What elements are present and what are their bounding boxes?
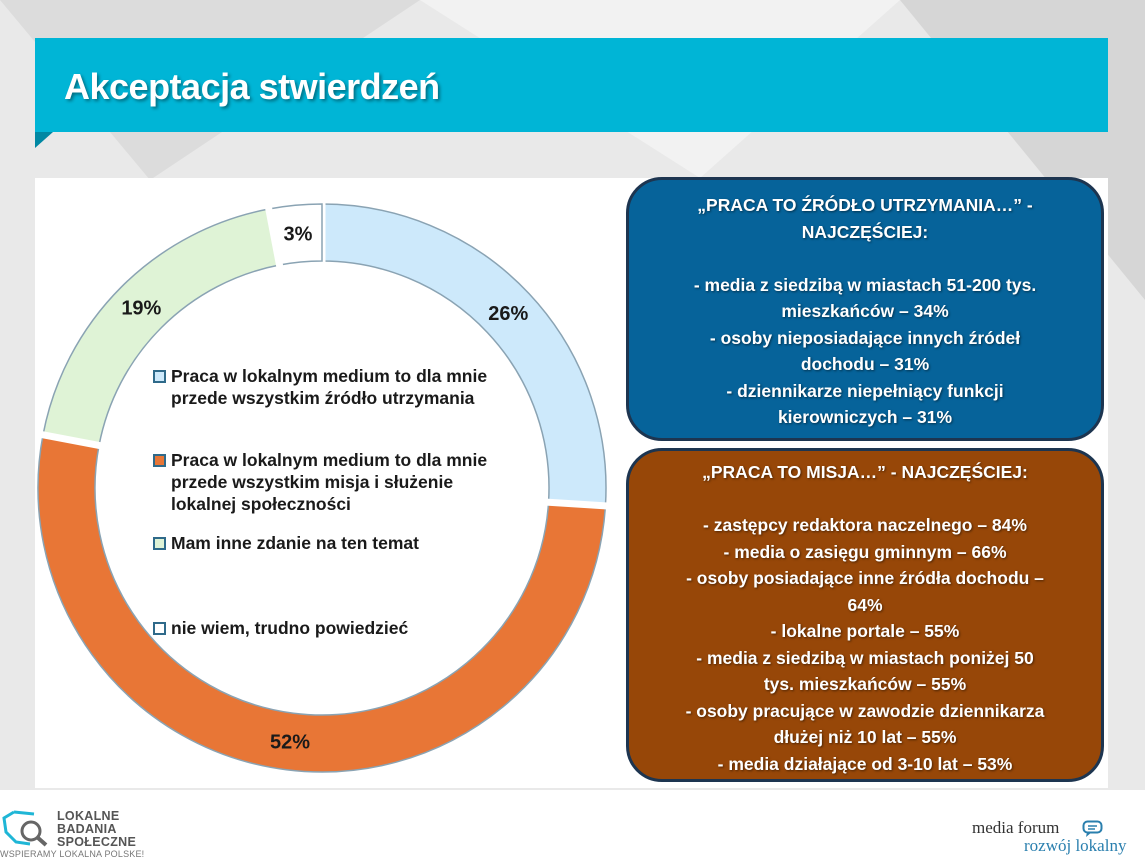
legend-label: nie wiem, trudno powiedzieć <box>171 618 409 638</box>
data-label: 26% <box>488 303 528 325</box>
slice-gap <box>264 202 284 270</box>
legend-swatch <box>153 370 166 383</box>
box-line: - lokalne portale – 55% <box>770 621 960 641</box>
box-line: - media o zasięgu gminnym – 66% <box>723 541 1007 562</box>
slice-dont-know <box>267 203 323 266</box>
legend-item-source-of-income: Praca w lokalnym medium to dla mnie prze… <box>153 365 501 409</box>
legend-label: Praca w lokalnym medium to dla mnie prze… <box>171 450 488 514</box>
data-label: 3% <box>284 224 313 246</box>
legend-item-dont-know: nie wiem, trudno powiedzieć <box>153 617 501 639</box>
lbs-logo-line: BADANIA <box>57 822 117 836</box>
box-line: - media z siedzibą w miastach 51-200 tys… <box>693 274 1037 295</box>
box-line: - media z siedzibą w miastach poniżej 50 <box>696 647 1034 668</box>
legend-swatch <box>153 537 166 550</box>
legend-item-other-opinion: Mam inne zdanie na ten temat <box>153 532 501 554</box>
box-line: dochodu – 31% <box>800 354 930 374</box>
box-line <box>629 245 1101 272</box>
box-line: mieszkańców – 34% <box>781 301 949 321</box>
box-line: - osoby posiadające inne źródła dochodu … <box>686 568 1044 588</box>
box-line: - osoby nieposiadające innych źródeł <box>709 327 1021 348</box>
speech-bubble-icon <box>1082 820 1103 837</box>
media-forum-logo-text: media forum <box>972 818 1060 837</box>
lbs-logo-icon <box>2 810 48 847</box>
legend-swatch <box>153 622 166 635</box>
box-line: tys. mieszkańców – 55% <box>763 674 967 694</box>
slice-gap <box>544 498 612 510</box>
slice-other-opinion <box>42 208 281 447</box>
title-banner <box>35 38 1108 132</box>
legend-label: Praca w lokalnym medium to dla mnie prze… <box>171 366 488 408</box>
box-line: 64% <box>847 594 883 615</box>
data-label: 19% <box>121 297 161 319</box>
banner-fold <box>35 132 53 148</box>
media-forum-logo-subtext: rozwój lokalny <box>1024 836 1127 855</box>
box-line: „PRACA TO MISJA…” - NAJCZĘŚCIEJ: <box>702 462 1028 482</box>
legend-item-mission: Praca w lokalnym medium to dla mnie prze… <box>153 449 501 515</box>
data-label: 52% <box>270 731 310 753</box>
box-line: - dziennikarze niepełniący funkcji <box>726 380 1004 401</box>
box-line: - media działające od 3-10 lat – 53% <box>717 753 1013 774</box>
legend-swatch <box>153 454 166 467</box>
slice-gap <box>36 430 104 450</box>
box-line: - zastępcy redaktora naczelnego – 84% <box>703 515 1027 535</box>
box-line: dłużej niż 10 lat – 55% <box>773 727 957 747</box>
box-line: NAJCZĘŚCIEJ: <box>801 221 929 242</box>
legend-label: Mam inne zdanie na ten temat <box>171 533 419 553</box>
slice-mission <box>37 433 607 773</box>
lbs-logo-line: LOKALNE <box>57 809 120 823</box>
box-line <box>629 486 1101 513</box>
income-findings-box: „PRACA TO ŹRÓDŁO UTRZYMANIA…” - NAJCZĘŚC… <box>626 177 1104 441</box>
mission-findings-box: „PRACA TO MISJA…” - NAJCZĘŚCIEJ: - zastę… <box>626 448 1104 782</box>
lbs-logo-line: SPOŁECZNE <box>57 835 137 849</box>
lbs-logo-text: LOKALNE BADANIA SPOŁECZNE <box>57 810 136 849</box>
box-line: „PRACA TO ŹRÓDŁO UTRZYMANIA…” - <box>697 195 1033 215</box>
box-line: - osoby pracujące w zawodzie dziennikarz… <box>685 700 1045 721</box>
lbs-tagline: WSPIERAMY LOKALNA POLSKE! <box>0 849 145 859</box>
box-line: kierowniczych – 31% <box>777 407 953 427</box>
slide-title: Akceptacja stwierdzeń <box>64 66 440 107</box>
